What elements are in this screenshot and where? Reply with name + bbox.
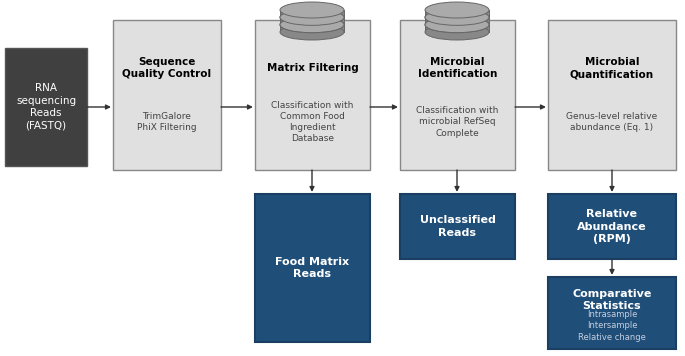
Ellipse shape xyxy=(280,17,344,33)
Ellipse shape xyxy=(425,2,489,18)
Ellipse shape xyxy=(280,17,344,33)
Text: Classification with
microbial RefSeq
Complete: Classification with microbial RefSeq Com… xyxy=(416,106,499,138)
Text: Food Matrix
Reads: Food Matrix Reads xyxy=(275,257,349,279)
Ellipse shape xyxy=(280,24,344,40)
Text: Comparative
Statistics: Comparative Statistics xyxy=(572,289,651,311)
Text: Microbial
Quantification: Microbial Quantification xyxy=(570,57,654,79)
Ellipse shape xyxy=(280,9,344,25)
Ellipse shape xyxy=(425,24,489,40)
Text: RNA
sequencing
Reads
(FASTQ): RNA sequencing Reads (FASTQ) xyxy=(16,83,76,131)
FancyBboxPatch shape xyxy=(255,194,370,342)
Text: Genus-level relative
abundance (Eq. 1): Genus-level relative abundance (Eq. 1) xyxy=(566,112,658,132)
Polygon shape xyxy=(280,10,344,17)
FancyBboxPatch shape xyxy=(113,20,221,170)
Ellipse shape xyxy=(425,17,489,33)
FancyBboxPatch shape xyxy=(548,20,676,170)
FancyBboxPatch shape xyxy=(548,277,676,349)
Text: Intrasample
Intersample
Relative change: Intrasample Intersample Relative change xyxy=(578,310,646,341)
Ellipse shape xyxy=(425,9,489,25)
Text: Classification with
Common Food
Ingredient
Database: Classification with Common Food Ingredie… xyxy=(271,101,353,143)
Ellipse shape xyxy=(425,9,489,25)
Polygon shape xyxy=(280,25,344,32)
Text: Microbial
Identification: Microbial Identification xyxy=(418,57,497,79)
Polygon shape xyxy=(425,10,489,17)
FancyBboxPatch shape xyxy=(548,194,676,259)
Text: TrimGalore
PhiX Filtering: TrimGalore PhiX Filtering xyxy=(137,112,197,132)
Polygon shape xyxy=(425,25,489,32)
FancyBboxPatch shape xyxy=(255,20,370,170)
Text: Matrix Filtering: Matrix Filtering xyxy=(266,63,358,73)
Text: Sequence
Quality Control: Sequence Quality Control xyxy=(123,57,212,79)
Polygon shape xyxy=(280,17,344,25)
Polygon shape xyxy=(425,17,489,25)
Ellipse shape xyxy=(280,2,344,18)
Ellipse shape xyxy=(280,9,344,25)
FancyBboxPatch shape xyxy=(400,20,515,170)
Ellipse shape xyxy=(425,17,489,33)
Text: Relative
Abundance
(RPM): Relative Abundance (RPM) xyxy=(577,209,647,244)
FancyBboxPatch shape xyxy=(5,48,87,166)
Text: Unclassified
Reads: Unclassified Reads xyxy=(419,215,495,238)
FancyBboxPatch shape xyxy=(400,194,515,259)
